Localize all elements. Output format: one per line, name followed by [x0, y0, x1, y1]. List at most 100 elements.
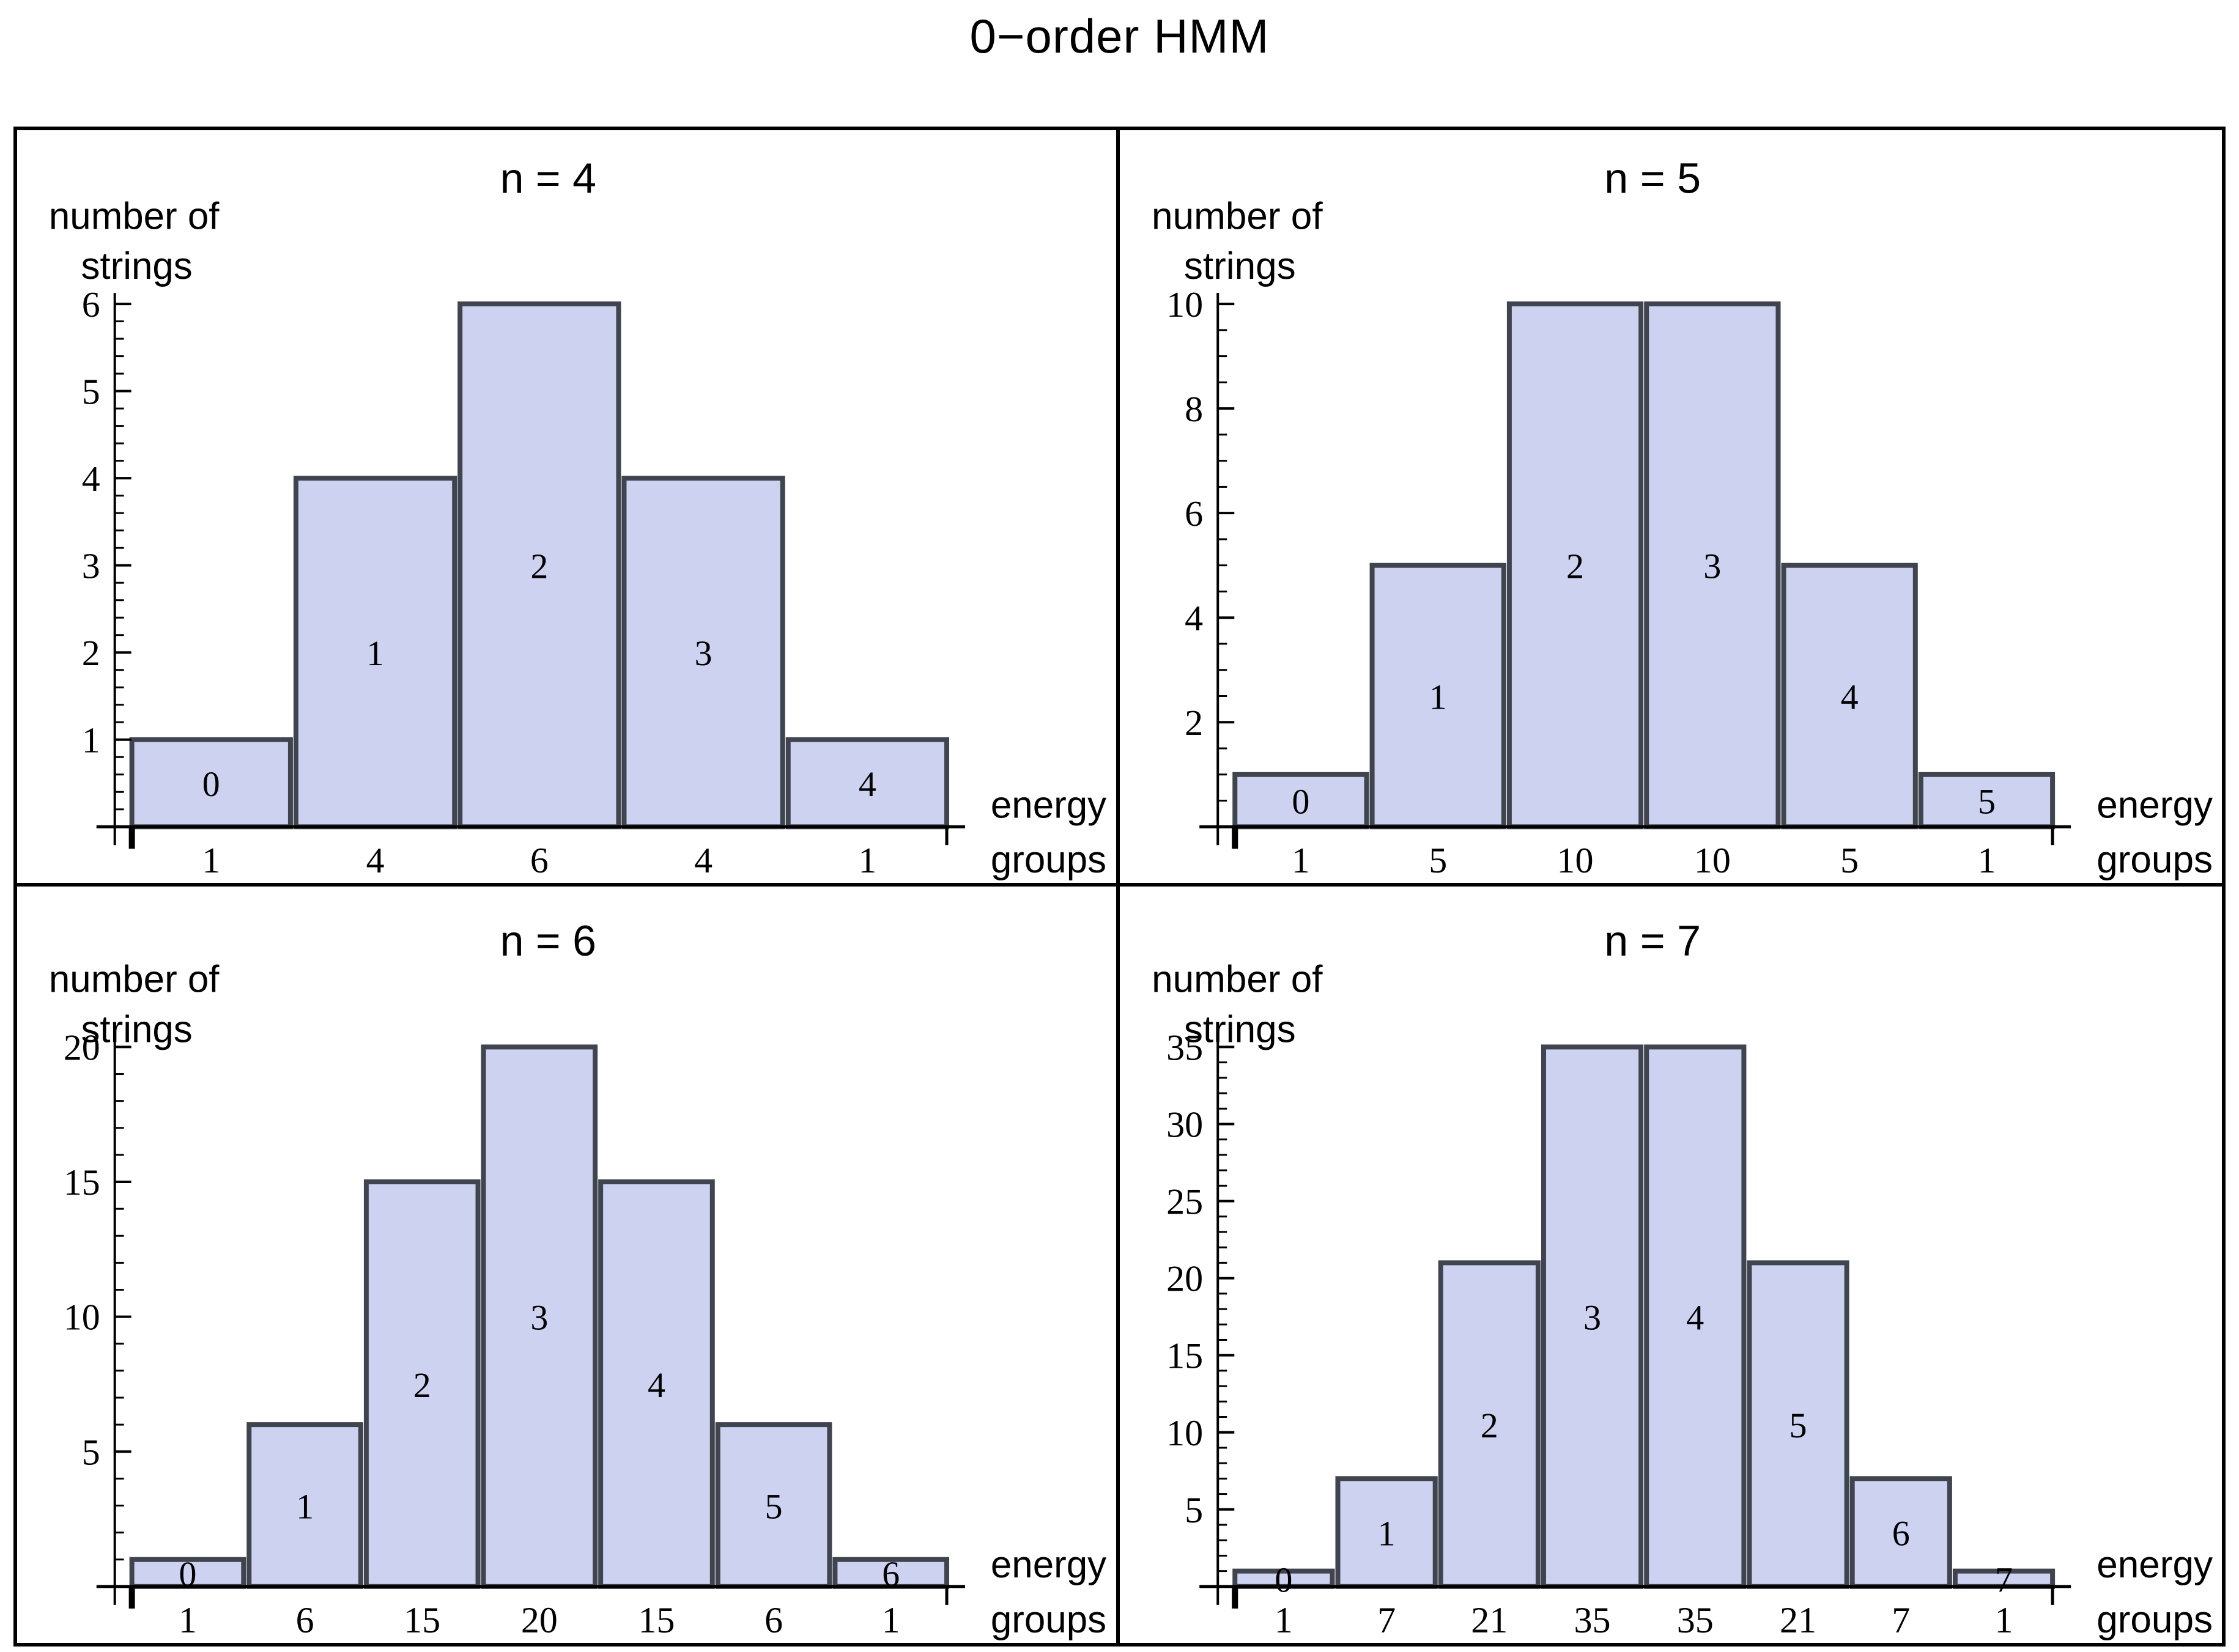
y-axis-label-line2: strings [81, 245, 193, 287]
x-tick-label: 10 [1556, 840, 1593, 880]
x-axis-origin-tick [128, 827, 135, 849]
y-tick-label: 15 [64, 1162, 100, 1203]
y-tick-label: 5 [1185, 1489, 1203, 1530]
bar-label: 2 [1566, 547, 1584, 586]
bar-label: 6 [882, 1554, 900, 1594]
y-axis-label-line1: number of [49, 196, 220, 238]
y-axis-label-line1: number of [1152, 196, 1323, 238]
bar-label: 0 [179, 1554, 196, 1594]
x-axis-label-line2: groups [991, 1599, 1106, 1641]
x-axis-label-line1: energy [2097, 1544, 2213, 1586]
x-axis-label-line2: groups [991, 839, 1106, 881]
x-tick-label: 1 [1291, 840, 1309, 880]
chart-n4-svg: n = 4 number of strings energy groups 1 2… [49, 155, 1106, 881]
plot-area: 5 10 15 20 0 1 1 6 2 15 3 20 4 15 5 6 6 1 [64, 1027, 965, 1640]
bar [1746, 1260, 1849, 1589]
bar-label: 3 [1703, 547, 1721, 586]
bar-label: 4 [1686, 1298, 1704, 1338]
y-tick-label: 4 [1185, 598, 1203, 638]
chart-n5-svg: n = 5 number of strings energy groups 2 4… [1152, 155, 2213, 881]
x-tick-label: 6 [764, 1600, 783, 1640]
x-axis-origin-tick [1231, 1586, 1238, 1609]
panel-n5: n = 5 number of strings energy groups 2 4… [1119, 130, 2222, 887]
bar-label: 6 [1892, 1514, 1909, 1554]
y-tick-label: 3 [82, 546, 100, 586]
bar [1232, 772, 1369, 830]
chart-n6-svg: n = 6 number of strings energy groups 5 1… [49, 917, 1106, 1641]
x-tick-label: 35 [1574, 1599, 1610, 1640]
panel-n7: n = 7 number of strings energy groups 5 1… [1120, 887, 2222, 1643]
y-tick-label: 4 [82, 459, 100, 499]
plot-area: 2 4 6 8 10 0 1 1 5 2 10 3 10 4 5 5 1 [1166, 284, 2071, 880]
x-tick-label: 6 [530, 840, 549, 880]
panel-title: n = 6 [500, 917, 596, 965]
y-axis-label-line2: strings [81, 1008, 192, 1050]
panel-n4: n = 4 number of strings energy groups 1 2… [17, 130, 1120, 887]
x-tick-label: 21 [1780, 1599, 1816, 1640]
x-tick-label: 1 [1977, 840, 1996, 880]
panel-n6: n = 6 number of strings energy groups 5 1… [17, 887, 1120, 1643]
x-tick-label: 7 [1892, 1599, 1910, 1640]
x-axis-label-line2: groups [2097, 839, 2213, 881]
plot-area: 1 2 3 4 5 6 0 1 1 4 2 6 3 4 4 1 [82, 284, 965, 880]
bar-label: 0 [1275, 1560, 1292, 1599]
x-tick-label: 1 [202, 840, 220, 880]
x-axis-label-line2: groups [2097, 1599, 2213, 1641]
y-tick-label: 20 [64, 1027, 100, 1068]
bar [1334, 1476, 1438, 1589]
bar-label: 3 [530, 1298, 548, 1338]
bar-label: 5 [1789, 1406, 1807, 1445]
y-tick-label: 6 [82, 284, 100, 325]
x-axis-origin-tick [1231, 827, 1238, 849]
bar [1849, 1476, 1952, 1589]
bar-label: 7 [1994, 1560, 2012, 1599]
y-tick-label: 10 [1166, 284, 1203, 325]
x-tick-label: 35 [1676, 1599, 1713, 1640]
x-axis-label-line1: energy [991, 1544, 1106, 1586]
chart-grid: n = 4 number of strings energy groups 1 2… [13, 127, 2226, 1646]
bar-label: 2 [530, 547, 548, 586]
x-tick-label: 20 [521, 1600, 558, 1640]
x-tick-label: 4 [694, 840, 712, 880]
x-tick-label: 15 [638, 1600, 675, 1640]
bar-label: 4 [1840, 677, 1858, 717]
y-axis-label-line2: strings [1183, 245, 1295, 287]
x-tick-label: 4 [366, 840, 385, 880]
y-tick-label: 6 [1185, 493, 1203, 534]
bar [1506, 301, 1643, 830]
x-tick-label: 1 [179, 1600, 197, 1640]
x-axis-label-line1: energy [991, 784, 1106, 826]
y-tick-label: 2 [82, 633, 100, 673]
x-tick-label: 7 [1377, 1599, 1396, 1640]
bar-label: 3 [695, 633, 712, 673]
bar-label: 5 [765, 1486, 783, 1526]
bar-label: 2 [413, 1365, 431, 1405]
y-tick-label: 15 [1166, 1335, 1203, 1376]
bar-label: 1 [366, 633, 384, 673]
bar-label: 4 [648, 1365, 665, 1405]
y-tick-label: 1 [82, 720, 100, 761]
y-tick-label: 10 [64, 1297, 100, 1338]
panel-title: n = 4 [500, 155, 596, 202]
y-tick-label: 30 [1166, 1104, 1203, 1145]
bar-label: 3 [1583, 1298, 1601, 1338]
bar-label: 0 [202, 764, 220, 804]
bar [1438, 1260, 1541, 1589]
x-tick-label: 1 [882, 1600, 900, 1640]
bar-label: 1 [1377, 1514, 1395, 1554]
x-tick-label: 21 [1471, 1599, 1508, 1640]
bar-label: 0 [1292, 782, 1309, 822]
y-tick-label: 5 [82, 372, 100, 412]
bar [481, 1044, 598, 1589]
bar [621, 476, 785, 830]
bar [457, 301, 621, 830]
x-tick-label: 1 [858, 840, 876, 880]
panel-title: n = 5 [1604, 155, 1701, 202]
x-axis-label-line1: energy [2097, 784, 2213, 826]
y-tick-label: 5 [82, 1432, 100, 1472]
x-tick-label: 1 [1994, 1599, 2013, 1640]
bar [1643, 301, 1780, 830]
bar [293, 476, 457, 830]
